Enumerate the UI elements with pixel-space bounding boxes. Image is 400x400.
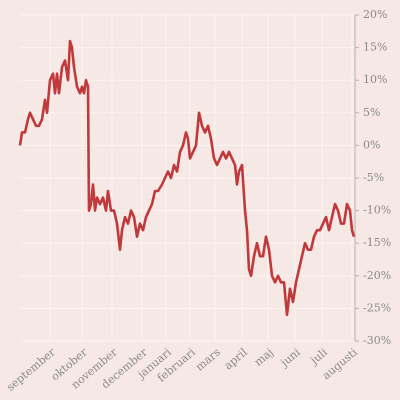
x-tick-label: september [4, 345, 58, 394]
y-tick-label: -30% [363, 334, 391, 347]
x-tick-label: juli [307, 345, 331, 368]
x-tick-label: maj [252, 346, 276, 369]
line [18, 39, 356, 317]
x-tick-label: mars [193, 345, 223, 373]
y-tick-label: -15% [363, 236, 391, 249]
y-tick-label: -25% [363, 301, 391, 314]
y-tick-label: -20% [363, 269, 391, 282]
y-tick-label: -5% [363, 171, 384, 184]
x-tick-label: juni [277, 345, 303, 370]
y-tick-label: 15% [363, 41, 387, 54]
y-tick-label: 20% [363, 8, 387, 21]
y-tick-label: 10% [363, 73, 387, 86]
y-tick-label: 0% [363, 138, 380, 151]
x-tick-label: april [222, 345, 251, 372]
y-tick-label: -10% [363, 204, 391, 217]
y-tick-label: 5% [363, 106, 380, 119]
